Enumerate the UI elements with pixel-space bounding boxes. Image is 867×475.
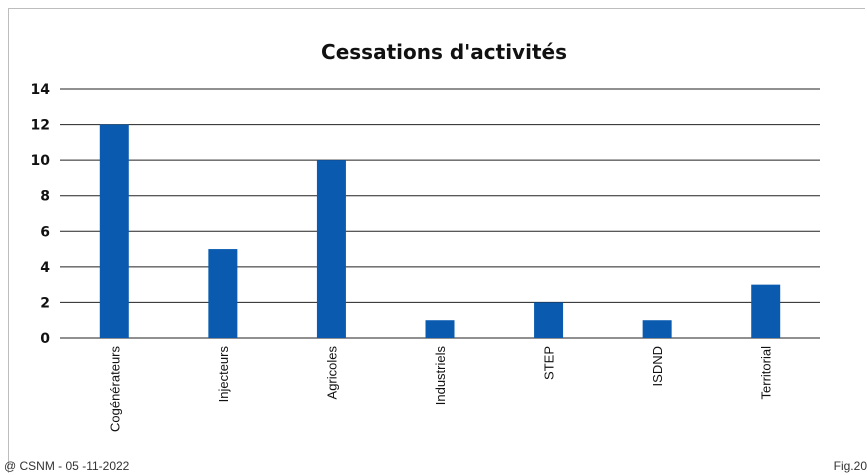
x-tick-label: STEP — [542, 346, 557, 380]
y-tick-label: 2 — [40, 295, 50, 311]
y-tick-label: 8 — [40, 189, 50, 205]
y-tick-label: 10 — [31, 153, 51, 169]
y-tick-label: 0 — [40, 331, 50, 347]
y-tick-label: 6 — [40, 224, 50, 240]
x-tick-label: Agricoles — [324, 346, 339, 400]
y-axis: 0 2 4 6 8 10 12 14 — [31, 82, 51, 347]
copyright-text: @ CSNM - 05 -11-2022 — [4, 459, 130, 473]
bars — [99, 124, 781, 338]
x-tick-label: Injecteurs — [216, 346, 231, 403]
x-tick-label: Cogénérateurs — [107, 346, 122, 432]
bar-2 — [316, 160, 346, 338]
grid-lines — [60, 88, 820, 339]
y-tick-label: 4 — [40, 260, 50, 276]
bar-5 — [642, 320, 672, 338]
y-tick-label: 12 — [31, 118, 50, 134]
x-axis: Cogénérateurs Injecteurs Agricoles Industri… — [107, 346, 773, 432]
chart-title: Cessations d'activités — [321, 40, 567, 64]
y-tick-label: 14 — [31, 82, 51, 98]
bar-1 — [208, 249, 238, 338]
bar-3 — [425, 320, 455, 338]
x-tick-label: Industriels — [433, 346, 448, 406]
x-tick-label: Territorial — [759, 346, 774, 400]
bar-4 — [534, 302, 564, 338]
bar-6 — [751, 284, 781, 338]
bar-0 — [99, 124, 129, 338]
figure-reference: Fig.20 — [833, 459, 867, 473]
x-tick-label: ISDND — [650, 346, 665, 386]
chart-frame — [8, 8, 865, 473]
